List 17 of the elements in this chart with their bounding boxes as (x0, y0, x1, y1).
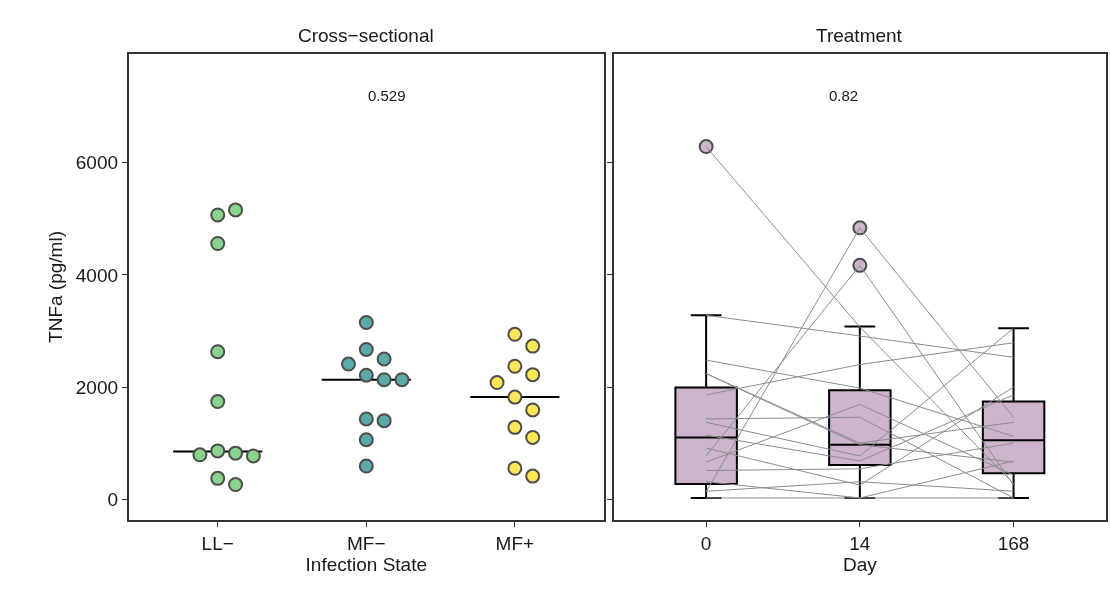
y-axis-title: TNFa (pg/ml) (45, 231, 67, 343)
x-tick-label: MF+ (495, 532, 535, 554)
annotation: 0.529 (368, 87, 406, 104)
x-axis-title: Infection State (305, 553, 428, 575)
y-tick-label: 4000 (75, 264, 119, 286)
x-axis-title: Day (842, 553, 878, 575)
y-tick-label: 0 (107, 488, 119, 510)
x-tick-label: 14 (849, 532, 871, 554)
x-tick-label: 168 (997, 532, 1030, 554)
x-tick-label: MF− (347, 532, 386, 554)
chart-title: Cross−sectional (298, 25, 434, 46)
y-tick-label: 2000 (75, 376, 119, 398)
annotation: 0.82 (829, 87, 859, 104)
x-tick-label: 0 (700, 532, 712, 554)
chart-title: Treatment (816, 25, 903, 46)
y-tick-label: 6000 (75, 152, 119, 174)
x-tick-label: LL− (201, 532, 234, 554)
